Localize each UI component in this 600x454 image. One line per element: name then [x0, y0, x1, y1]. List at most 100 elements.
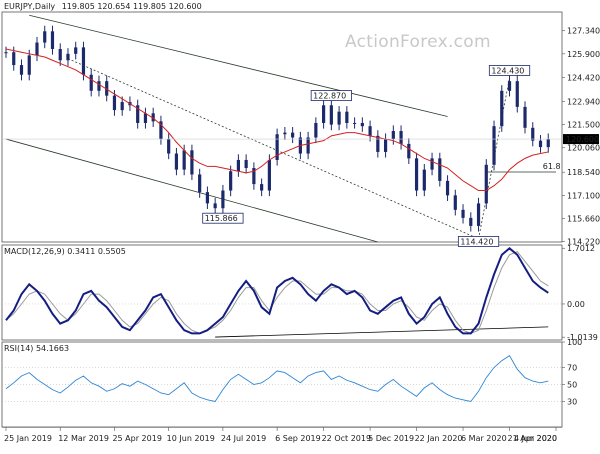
- x-tick-label: 24 Jul 2019: [221, 434, 266, 443]
- x-tick-label: 25 Apr 2019: [112, 434, 161, 443]
- price-ytick-label: 115.660: [567, 215, 600, 224]
- price-candle-body: [120, 102, 124, 111]
- price-ytick-label: 124.420: [567, 74, 600, 83]
- price-candle-body: [267, 159, 271, 191]
- price-candle-body: [360, 122, 364, 127]
- price-candle-body: [174, 153, 179, 170]
- symbol-label: EURJPY,Daily: [4, 2, 56, 11]
- macd-line: [5, 246, 549, 335]
- price-candle-body: [352, 122, 357, 124]
- price-candle-body: [283, 132, 287, 135]
- price-candle-body: [236, 159, 240, 172]
- price-candle-body: [205, 192, 210, 204]
- x-axis-line: [2, 427, 562, 428]
- price-candle-body: [252, 168, 256, 185]
- price-candle-body: [368, 126, 372, 136]
- price-candle-body: [523, 106, 527, 128]
- price-candle-body: [12, 52, 16, 66]
- price-ytick-label: 117.100: [567, 191, 600, 200]
- price-candle-body: [143, 113, 148, 123]
- price-candle-body: [182, 150, 186, 170]
- price-candle-body: [407, 143, 411, 159]
- price-candle-body: [399, 131, 403, 144]
- price-candle-body: [531, 127, 535, 141]
- price-candle-body: [500, 90, 504, 127]
- rsi-line: [5, 354, 549, 403]
- macd-ytick-label: 1.7012: [567, 244, 595, 253]
- price-annotation-label: 124.430: [491, 66, 524, 75]
- x-tick-label: 22 Jan 2020: [415, 434, 463, 443]
- price-candle-body: [445, 180, 450, 196]
- price-candle-body: [376, 135, 380, 152]
- price-candle-body: [430, 158, 434, 170]
- price-candle-body: [229, 171, 233, 191]
- price-candle-body: [105, 81, 109, 96]
- price-candle-body: [476, 203, 481, 226]
- macd-ytick-label: 0.00: [567, 300, 585, 309]
- price-candle-body: [221, 190, 225, 209]
- price-candle-body: [337, 111, 341, 125]
- price-annotation-label: 122.870: [313, 92, 346, 101]
- price-trendline: [5, 138, 378, 243]
- price-candle-body: [484, 164, 488, 204]
- price-candle-body: [306, 137, 310, 154]
- price-candle-body: [244, 159, 248, 169]
- price-candle-body: [43, 31, 47, 43]
- price-candle-body: [345, 111, 349, 123]
- price-annotation-label: 115.866: [205, 214, 238, 223]
- price-candle-body: [19, 65, 24, 75]
- price-annotation-box: [488, 65, 531, 76]
- price-candle-body: [422, 169, 426, 191]
- ohlc-label: 119.805 120.654 119.805 120.600: [61, 2, 202, 11]
- price-candle-body: [198, 174, 202, 193]
- price-candle-body: [167, 139, 171, 154]
- rsi-ytick-label: 70: [567, 364, 577, 373]
- price-candle-body: [190, 150, 194, 175]
- price-annotation-label: 114.420: [460, 237, 493, 246]
- x-tick-label: 22 Oct 2019: [322, 434, 371, 443]
- fib-label: 61.8: [543, 162, 561, 171]
- price-candle-body: [74, 47, 78, 54]
- price-candle-body: [58, 48, 62, 61]
- price-candle-body: [322, 105, 326, 123]
- rsi-ytick-label: 50: [567, 381, 577, 390]
- price-candle-body: [89, 74, 93, 91]
- price-ytick-label: 122.940: [567, 97, 600, 106]
- price-candle-body: [112, 95, 117, 111]
- price-ytick-label: 127.340: [567, 27, 600, 36]
- x-tick-label: 12 Mar 2019: [58, 434, 109, 443]
- macd-pane-frame: [1, 244, 563, 341]
- rsi-ytick-label: 30: [567, 398, 577, 407]
- x-tick-label: 6 Mar 2020: [461, 434, 507, 443]
- price-candle-body: [260, 184, 264, 191]
- price-candle-body: [97, 81, 101, 91]
- price-candle-body: [66, 53, 70, 61]
- price-candle-body: [507, 81, 512, 91]
- price-candle-body: [275, 134, 279, 160]
- macd-signal-line: [5, 250, 549, 334]
- price-candle-body: [391, 131, 395, 140]
- price-candle-body: [469, 217, 473, 226]
- price-candle-body: [453, 195, 457, 210]
- price-trendline: [29, 14, 448, 117]
- price-annotation-box: [457, 236, 500, 247]
- price-candle-body: [515, 81, 519, 107]
- price-candle-body: [159, 121, 163, 140]
- price-pane-frame: [1, 11, 563, 243]
- price-candle-body: [35, 42, 39, 56]
- price-candle-body: [151, 113, 155, 122]
- x-tick-label: 6 Sep 2019: [275, 434, 321, 443]
- x-tick-label: 25 Jan 2019: [4, 434, 52, 443]
- price-candle-body: [213, 203, 217, 209]
- price-trendline: [67, 58, 479, 240]
- price-candle-body: [314, 122, 318, 138]
- macd-ytick-label: -1.0139: [567, 333, 598, 342]
- price-candle-body: [81, 47, 86, 75]
- price-annotation-box: [202, 212, 244, 224]
- x-tick-label: 4 Jun 2020: [514, 434, 557, 443]
- macd-trendline: [215, 326, 549, 338]
- price-ytick-label: 121.500: [567, 121, 600, 130]
- price-sma-line: [5, 48, 549, 192]
- price-ytick-label: 118.540: [567, 168, 600, 177]
